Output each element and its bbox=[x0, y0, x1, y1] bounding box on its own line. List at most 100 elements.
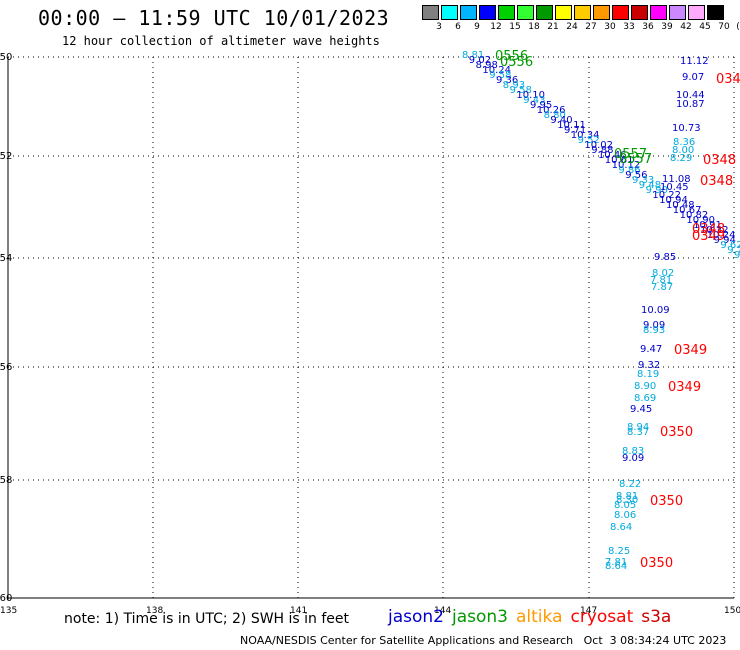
scale-swatch bbox=[612, 5, 629, 20]
wave-height-value: 8.94 bbox=[627, 422, 649, 433]
wave-height-observations: 8.819.028.9810.249.589.368.939.5810.109.… bbox=[462, 50, 740, 572]
scale-label: 30 bbox=[604, 22, 616, 32]
wave-height-value: 10.46 bbox=[598, 150, 627, 161]
scale-swatch bbox=[460, 5, 477, 20]
wave-height-value: 10.48 bbox=[666, 200, 695, 211]
scale-label: (ft) bbox=[736, 22, 740, 32]
map-title: 00:00 – 11:59 UTC 10/01/2023 bbox=[38, 6, 390, 30]
satellite-legend-item: jason2 bbox=[388, 607, 444, 627]
wave-height-value: 10.12 bbox=[612, 160, 641, 171]
wave-height-value: 8.36 bbox=[673, 137, 695, 148]
latitude-label: -60 bbox=[0, 593, 12, 604]
longitude-label: 147 bbox=[580, 606, 597, 616]
wave-height-value: 10.09 bbox=[641, 305, 670, 316]
wave-height-value: 9.86 bbox=[618, 165, 640, 176]
scale-swatch bbox=[574, 5, 591, 20]
scale-label: 3 bbox=[436, 22, 442, 32]
longitude-label: 141 bbox=[290, 606, 307, 616]
lat-lon-grid bbox=[7, 56, 735, 600]
scale-swatch bbox=[498, 5, 515, 20]
wave-height-value: 10.82 bbox=[680, 210, 709, 221]
wave-height-value: 8.80 bbox=[544, 110, 566, 121]
scale-swatch bbox=[593, 5, 610, 20]
scale-swatch bbox=[631, 5, 648, 20]
scale-label: 12 bbox=[490, 22, 502, 32]
satellite-legend-item: cryosat bbox=[570, 607, 634, 627]
wave-height-value: 9.58 bbox=[510, 85, 532, 96]
scale-label: 6 bbox=[455, 22, 461, 32]
wave-height-value: 8.64 bbox=[605, 561, 627, 572]
wave-height-value: 8.00 bbox=[672, 145, 694, 156]
wave-height-value: 10.24 bbox=[482, 65, 511, 76]
scale-swatch bbox=[536, 5, 553, 20]
wave-height-value: 10.45 bbox=[660, 182, 689, 193]
wave-height-value: 9.48 bbox=[639, 180, 661, 191]
wave-height-value: 10.22 bbox=[652, 190, 681, 201]
map-subtitle: 12 hour collection of altimeter wave hei… bbox=[62, 34, 380, 48]
scale-swatch bbox=[688, 5, 705, 20]
longitude-label: 150 bbox=[724, 606, 740, 616]
scale-swatch bbox=[479, 5, 496, 20]
scale-swatch bbox=[517, 5, 534, 20]
wave-height-value: 9.43 bbox=[523, 95, 545, 106]
longitude-label: 138 bbox=[146, 606, 163, 616]
cycle-number-labels: 0556055605570557034034803480348034903490… bbox=[495, 49, 740, 571]
wave-height-value: 9.8 bbox=[734, 250, 740, 261]
wave-height-value: 8.93 bbox=[503, 80, 525, 91]
wave-height-value: 9.56 bbox=[625, 170, 647, 181]
wave-height-value: 8.37 bbox=[627, 427, 649, 438]
cycle-number-label: 0350 bbox=[640, 556, 673, 571]
scale-label: 33 bbox=[623, 22, 635, 32]
wave-height-value: 10.94 bbox=[659, 195, 688, 206]
wave-height-value: 10.34 bbox=[571, 130, 600, 141]
cycle-number-label: 0349 bbox=[668, 380, 701, 395]
scale-swatch bbox=[441, 5, 458, 20]
satellite-legend-item: altika bbox=[516, 607, 563, 627]
wave-height-value: 8.90 bbox=[634, 381, 656, 392]
cycle-number-label: 0349 bbox=[674, 343, 707, 358]
wave-height-value: 8.25 bbox=[608, 546, 630, 557]
wave-height-value: 9.52 bbox=[578, 135, 600, 146]
wave-height-value: 10.87 bbox=[676, 99, 705, 110]
wave-height-value: 10.24 bbox=[707, 230, 736, 241]
wave-height-value: 10.26 bbox=[537, 105, 566, 116]
scale-label: 42 bbox=[680, 22, 692, 32]
cycle-number-label: 0350 bbox=[650, 494, 683, 509]
scale-label: 21 bbox=[547, 22, 559, 32]
wave-height-value: 7.81 bbox=[650, 275, 672, 286]
cycle-number-label: 0350 bbox=[660, 425, 693, 440]
wave-height-value: 10.02 bbox=[584, 140, 613, 151]
wave-height-value: 11.12 bbox=[680, 56, 709, 67]
wave-height-value: 8.05 bbox=[614, 500, 636, 511]
latitude-label: -50 bbox=[0, 52, 12, 63]
wave-height-value: 8.69 bbox=[634, 393, 656, 404]
wave-height-value: 8.98 bbox=[476, 60, 498, 71]
satellite-legend: jason2 jason3 altika cryosat s3a bbox=[388, 607, 679, 627]
wave-height-value: 9.95 bbox=[530, 100, 552, 111]
wave-height-value: 9.09 bbox=[643, 320, 665, 331]
wave-height-value: 9.71 bbox=[564, 125, 586, 136]
wave-height-value: 9.09 bbox=[622, 453, 644, 464]
cycle-number-label: 0557 bbox=[619, 152, 652, 167]
scale-swatch bbox=[555, 5, 572, 20]
scale-label: 18 bbox=[528, 22, 540, 32]
longitude-label: 144 bbox=[434, 606, 451, 616]
axis-labels: 135 138 141 144 147 150 -50 -52 -54 -56 -58 -60 bbox=[0, 52, 740, 616]
wave-height-value: 8.83 bbox=[622, 446, 644, 457]
cycle-number-label: 034 bbox=[716, 72, 740, 87]
wave-height-value: 9.45 bbox=[630, 404, 652, 415]
scale-label: 27 bbox=[585, 22, 597, 32]
cycle-number-label: 0348 bbox=[703, 153, 736, 168]
satellite-legend-item: jason3 bbox=[452, 607, 508, 627]
scale-label: 36 bbox=[642, 22, 654, 32]
wave-height-value: 8.06 bbox=[614, 510, 636, 521]
latitude-label: -58 bbox=[0, 475, 12, 486]
latitude-label: -54 bbox=[0, 253, 12, 264]
latitude-label: -52 bbox=[0, 151, 12, 162]
scale-label: 45 bbox=[699, 22, 711, 32]
wave-height-value: 10.73 bbox=[672, 123, 701, 134]
credit-line: NOAA/NESDIS Center for Satellite Applica… bbox=[240, 634, 727, 647]
cycle-number-label: 0556 bbox=[500, 55, 533, 70]
wave-height-value: 8.93 bbox=[643, 325, 665, 336]
